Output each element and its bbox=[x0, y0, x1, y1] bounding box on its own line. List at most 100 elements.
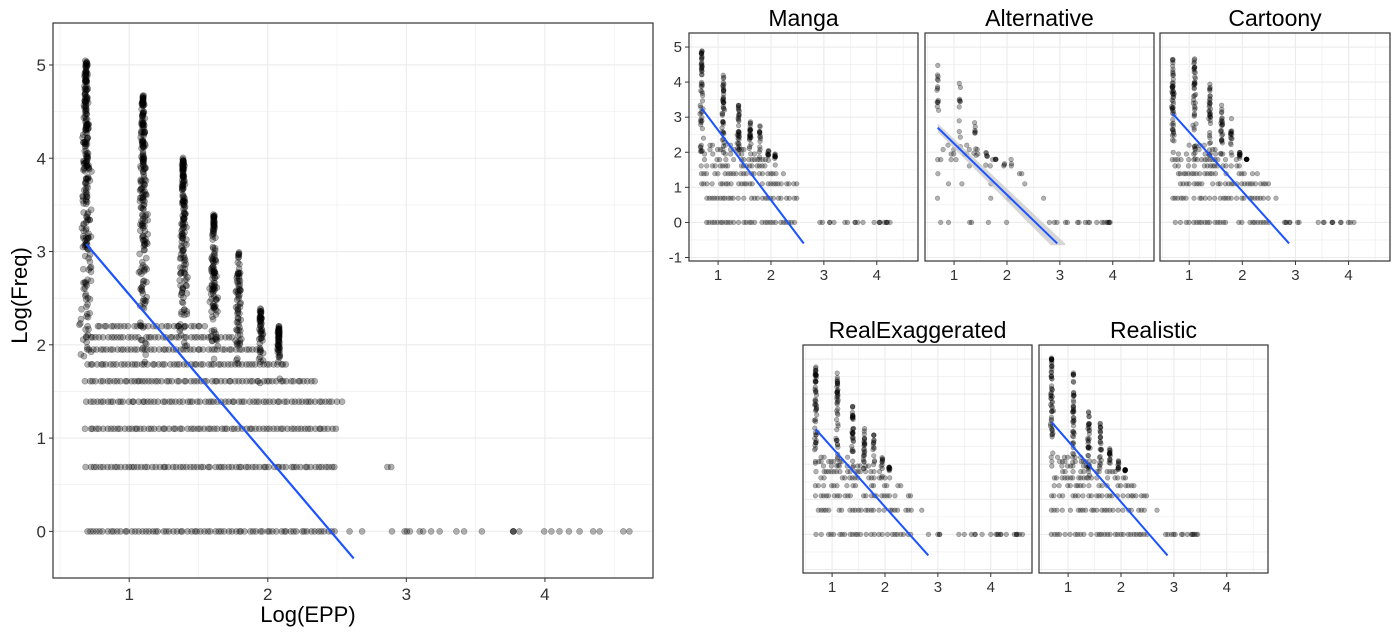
data-point bbox=[274, 342, 282, 350]
data-point bbox=[1072, 454, 1078, 460]
x-tick-label: 2 bbox=[263, 585, 272, 604]
data-point bbox=[81, 78, 89, 85]
x-tick-label: 3 bbox=[1291, 267, 1299, 284]
data-point bbox=[318, 463, 326, 471]
data-point bbox=[278, 528, 285, 535]
data-point bbox=[275, 325, 282, 333]
data-point bbox=[114, 346, 121, 353]
data-point bbox=[213, 296, 220, 304]
data-point bbox=[813, 379, 819, 385]
data-point bbox=[210, 227, 218, 235]
data-point bbox=[82, 463, 89, 471]
data-point bbox=[257, 317, 264, 325]
data-point bbox=[1191, 80, 1197, 86]
data-point bbox=[210, 398, 217, 406]
data-point bbox=[81, 139, 88, 146]
data-point bbox=[1070, 409, 1076, 415]
data-point bbox=[234, 280, 242, 288]
data-point bbox=[190, 425, 198, 433]
data-point bbox=[1244, 156, 1250, 162]
data-point bbox=[177, 291, 185, 299]
data-point bbox=[135, 333, 142, 341]
data-point bbox=[596, 528, 604, 535]
data-point bbox=[139, 212, 147, 220]
data-point bbox=[308, 377, 315, 385]
data-point bbox=[818, 458, 824, 465]
data-point bbox=[1219, 132, 1225, 138]
data-point bbox=[211, 222, 218, 229]
data-point bbox=[82, 95, 89, 102]
data-point bbox=[140, 277, 148, 285]
data-point bbox=[1169, 105, 1175, 111]
data-point bbox=[1219, 120, 1226, 126]
data-point bbox=[1329, 219, 1335, 225]
data-point bbox=[1107, 447, 1113, 453]
data-point bbox=[179, 164, 187, 172]
data-point bbox=[137, 185, 145, 193]
data-point bbox=[213, 336, 221, 344]
data-point bbox=[139, 157, 147, 165]
data-point bbox=[736, 112, 742, 119]
data-point bbox=[1088, 475, 1094, 481]
data-point bbox=[835, 444, 841, 450]
data-point bbox=[228, 528, 236, 535]
data-point bbox=[180, 167, 187, 175]
data-point bbox=[139, 346, 146, 353]
data-point bbox=[275, 332, 283, 339]
x-tick-label: 4 bbox=[873, 267, 881, 284]
data-point bbox=[275, 324, 283, 331]
data-point bbox=[131, 377, 138, 385]
data-point bbox=[1154, 507, 1160, 513]
panel-background bbox=[1160, 33, 1390, 261]
data-point bbox=[214, 308, 221, 315]
data-point bbox=[234, 341, 241, 349]
data-point bbox=[97, 398, 105, 406]
data-point bbox=[1171, 90, 1177, 97]
data-point bbox=[83, 193, 90, 201]
data-point bbox=[179, 156, 186, 163]
data-point bbox=[1067, 531, 1073, 538]
data-point bbox=[113, 463, 121, 471]
data-point bbox=[210, 213, 218, 220]
data-point bbox=[1190, 122, 1196, 128]
data-point bbox=[772, 154, 779, 160]
data-point bbox=[747, 132, 753, 138]
data-point bbox=[861, 451, 867, 458]
data-point bbox=[256, 379, 264, 387]
data-point bbox=[138, 283, 145, 291]
data-point bbox=[138, 137, 146, 144]
data-point bbox=[202, 398, 209, 406]
data-point bbox=[96, 322, 103, 330]
data-point bbox=[714, 157, 720, 163]
data-point bbox=[180, 246, 188, 254]
data-point bbox=[1229, 135, 1235, 142]
data-point bbox=[154, 333, 162, 341]
data-point bbox=[119, 398, 127, 406]
data-point bbox=[160, 425, 167, 433]
data-point bbox=[720, 99, 727, 105]
data-point bbox=[82, 107, 89, 115]
data-point bbox=[181, 220, 189, 228]
data-point bbox=[1212, 219, 1218, 225]
data-point bbox=[876, 469, 883, 475]
data-point bbox=[207, 398, 215, 406]
data-point bbox=[104, 528, 112, 535]
data-point bbox=[179, 201, 186, 208]
data-point bbox=[255, 398, 263, 406]
data-point bbox=[137, 162, 144, 170]
data-point bbox=[819, 219, 826, 225]
data-point bbox=[141, 115, 149, 122]
data-point bbox=[211, 223, 218, 230]
data-point bbox=[81, 97, 88, 104]
data-point bbox=[145, 528, 153, 535]
data-point bbox=[1258, 219, 1264, 225]
data-point bbox=[780, 219, 787, 225]
data-point bbox=[1169, 85, 1176, 91]
data-point bbox=[212, 256, 219, 264]
data-point bbox=[247, 528, 254, 535]
data-point bbox=[175, 333, 183, 341]
data-point bbox=[95, 333, 103, 341]
data-point bbox=[83, 97, 91, 104]
data-point bbox=[1252, 195, 1258, 201]
